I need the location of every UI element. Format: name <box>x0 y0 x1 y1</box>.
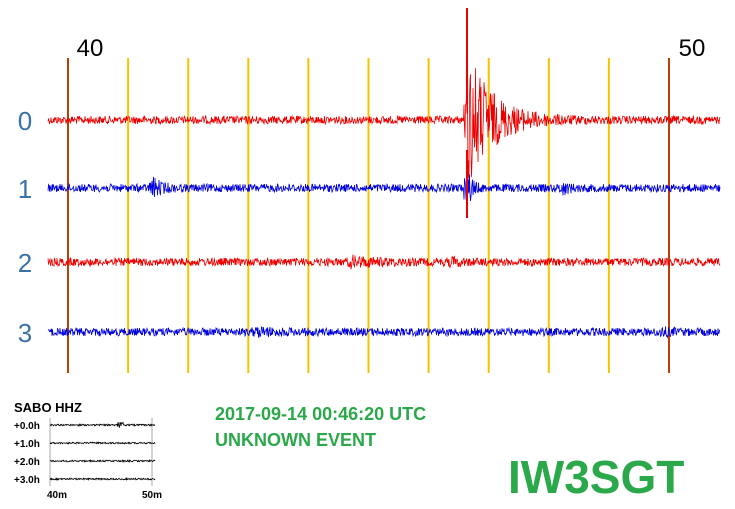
trace <box>47 68 721 183</box>
station-name: SABO HHZ <box>14 400 82 415</box>
trace <box>47 326 721 339</box>
row-label: 1 <box>18 174 32 204</box>
scale-start: 40 <box>77 35 104 62</box>
mini-end: 50m <box>142 490 162 501</box>
callsign: IW3SGT <box>508 451 684 503</box>
mini-trace <box>49 459 156 463</box>
trace <box>47 254 721 270</box>
scale-end: 50 <box>679 35 706 62</box>
mini-row-label: +1.0h <box>14 439 40 450</box>
mini-row-label: +2.0h <box>14 457 40 468</box>
mini-start: 40m <box>47 490 67 501</box>
mini-trace <box>49 421 156 428</box>
row-label: 3 <box>18 318 32 348</box>
mini-row-label: +3.0h <box>14 475 40 486</box>
traces <box>47 8 721 339</box>
event-label: UNKNOWN EVENT <box>215 430 376 450</box>
event-time: 2017-09-14 00:46:20 UTC <box>215 404 426 424</box>
mini-traces <box>49 421 156 481</box>
row-label: 0 <box>18 106 32 136</box>
trace <box>47 174 721 214</box>
mini-row-label: +0.0h <box>14 421 40 432</box>
mini-trace <box>49 477 156 481</box>
row-label: 2 <box>18 248 32 278</box>
mini-trace <box>49 441 156 445</box>
